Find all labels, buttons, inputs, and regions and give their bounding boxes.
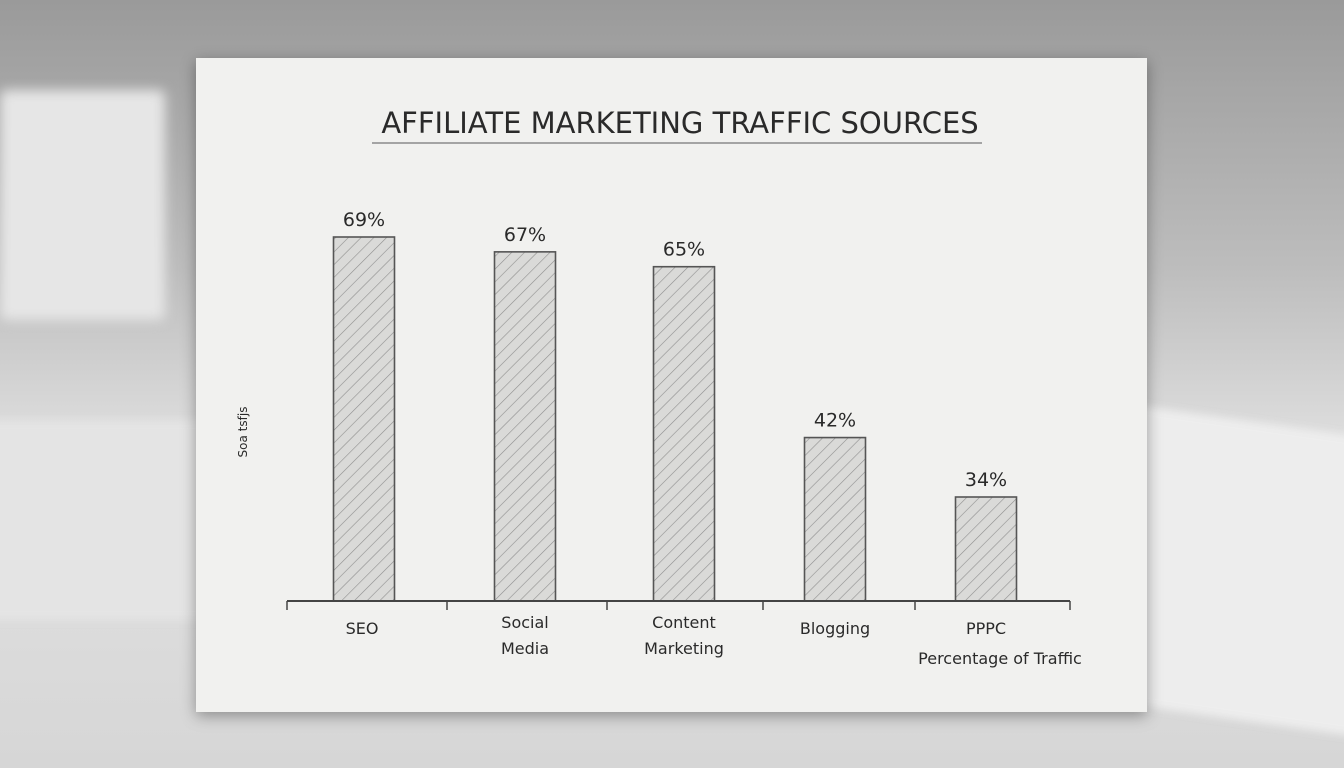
data-label: 67% <box>504 224 546 246</box>
data-label: 65% <box>663 239 705 261</box>
bar <box>803 436 867 602</box>
bar <box>652 265 716 602</box>
y-axis-label: Soa tsfjs <box>236 407 250 458</box>
category-label: Media <box>501 639 549 658</box>
background-paper <box>0 420 220 620</box>
data-label: 42% <box>814 410 856 432</box>
background-cup <box>0 90 165 320</box>
category-label: Content <box>652 613 716 632</box>
category-label: Blogging <box>800 619 870 638</box>
bar <box>493 251 557 602</box>
data-label: 69% <box>343 209 385 231</box>
bar <box>954 496 1018 602</box>
category-label: SEO <box>346 619 379 638</box>
bar <box>332 236 396 602</box>
chart-title: AFFILIATE MARKETING TRAFFIC SOURCES <box>381 106 978 140</box>
x-axis-label: Percentage of Traffic <box>918 649 1082 668</box>
data-label: 34% <box>965 469 1007 491</box>
category-label: Social <box>501 613 548 632</box>
category-label: PPPC <box>966 619 1006 638</box>
category-label: Marketing <box>644 639 724 658</box>
